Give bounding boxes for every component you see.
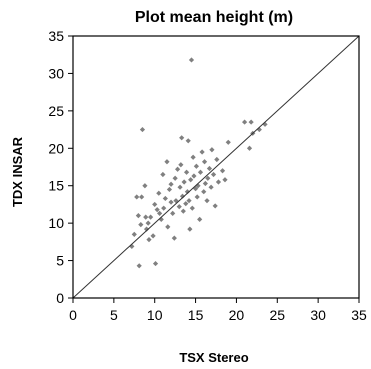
data-point	[145, 220, 151, 226]
data-point	[201, 159, 208, 165]
data-point	[143, 226, 150, 232]
one-to-one-line	[72, 35, 360, 299]
y-tick-label: 5	[56, 253, 64, 269]
y-tick-label: 0	[56, 290, 64, 306]
data-point	[152, 201, 158, 208]
x-tick-label: 10	[147, 307, 163, 323]
data-point	[134, 194, 140, 200]
data-point	[170, 210, 176, 217]
data-point	[157, 210, 163, 217]
data-point	[171, 235, 177, 241]
data-point	[172, 175, 178, 181]
data-point	[177, 184, 183, 190]
data-point	[168, 181, 174, 187]
data-point	[186, 198, 192, 204]
data-point	[166, 186, 173, 193]
data-point	[150, 233, 156, 239]
data-point	[138, 222, 144, 228]
data-point	[139, 126, 146, 133]
data-point	[174, 166, 181, 172]
data-point	[131, 231, 137, 237]
y-tick-label: 25	[48, 103, 64, 119]
data-point	[215, 179, 222, 185]
data-point	[193, 163, 199, 169]
data-point	[179, 135, 185, 141]
data-point	[185, 138, 191, 144]
data-point	[190, 154, 196, 160]
data-point	[181, 179, 187, 185]
data-point	[148, 214, 154, 220]
x-tick-label: 35	[351, 307, 367, 323]
y-tick-label: 20	[48, 140, 64, 156]
y-tick-label: 35	[48, 28, 64, 44]
data-point	[179, 193, 186, 199]
data-point	[136, 263, 142, 269]
data-point	[214, 156, 220, 163]
data-point	[219, 168, 226, 174]
data-point	[199, 149, 205, 155]
y-tick-label: 15	[48, 178, 64, 194]
data-point	[188, 177, 194, 183]
y-tick-label: 30	[48, 65, 64, 81]
data-point	[176, 204, 182, 210]
y-axis-label: TDX INSAR	[10, 136, 25, 207]
data-point	[183, 201, 189, 207]
data-point	[139, 194, 145, 200]
x-tick-label: 5	[110, 307, 118, 323]
x-axis-label: TSX Stereo	[179, 350, 248, 365]
data-point	[164, 159, 170, 165]
data-point	[246, 145, 253, 151]
x-tick-label: 30	[310, 307, 326, 323]
data-point	[191, 173, 197, 179]
data-point	[208, 184, 214, 190]
data-point	[189, 205, 195, 211]
x-axis-ticks: 0 5 10 15 20 25 30 35	[69, 298, 367, 323]
data-point	[197, 216, 203, 222]
data-point	[202, 180, 208, 187]
plot-area-frame	[72, 35, 360, 299]
x-tick-label: 20	[229, 307, 245, 323]
data-point	[142, 183, 148, 189]
data-point	[204, 198, 210, 204]
data-point	[135, 213, 141, 219]
data-point	[165, 224, 171, 230]
y-tick-label: 10	[48, 215, 64, 231]
data-point	[146, 237, 152, 243]
data-point	[209, 147, 215, 153]
data-point	[154, 207, 160, 213]
data-point	[187, 226, 193, 232]
chart-title: Plot mean height (m)	[135, 9, 293, 26]
data-point	[161, 205, 167, 211]
data-point	[222, 177, 228, 183]
x-tick-label: 25	[269, 307, 285, 323]
x-tick-label: 15	[188, 307, 204, 323]
data-point	[184, 189, 190, 195]
data-point	[183, 169, 190, 175]
data-point	[242, 119, 248, 125]
data-point	[168, 199, 174, 205]
data-point	[225, 139, 231, 145]
data-point	[156, 190, 162, 196]
data-point	[162, 195, 168, 202]
data-point	[256, 126, 262, 133]
data-point	[160, 171, 166, 178]
data-point	[178, 162, 184, 168]
data-point	[201, 189, 207, 195]
data-point	[212, 203, 218, 209]
data-point	[248, 119, 254, 125]
data-point	[206, 165, 213, 172]
data-point	[152, 260, 159, 267]
data-point	[188, 57, 195, 63]
data-point	[143, 214, 149, 220]
data-point	[210, 171, 217, 178]
data-point	[180, 208, 186, 214]
data-point	[197, 169, 204, 175]
data-point	[194, 194, 200, 200]
x-tick-label: 0	[69, 307, 77, 323]
points-layer	[129, 57, 268, 269]
y-axis-ticks: 0 5 10 15 20 25 30 35	[48, 28, 73, 306]
data-point	[205, 175, 211, 181]
